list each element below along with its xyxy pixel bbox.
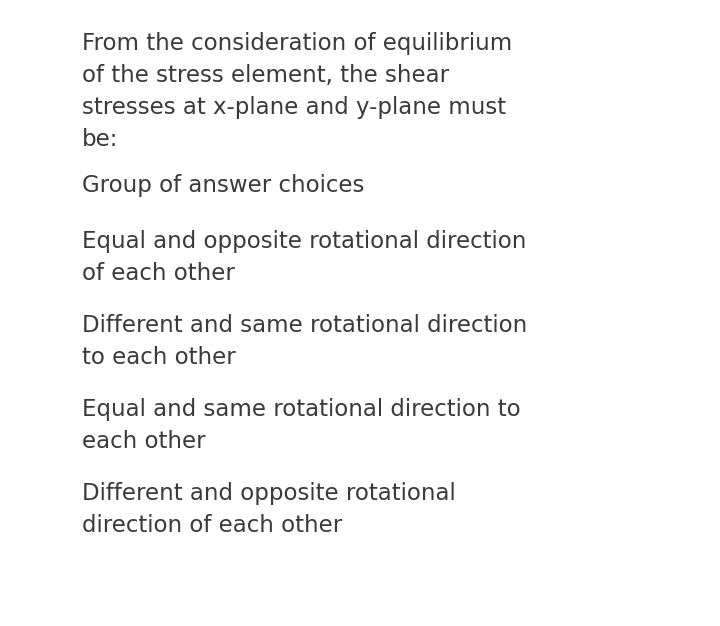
Text: Different and same rotational direction
to each other: Different and same rotational direction … — [82, 314, 527, 369]
Text: From the consideration of equilibrium
of the stress element, the shear
stresses : From the consideration of equilibrium of… — [82, 32, 512, 151]
Text: Equal and same rotational direction to
each other: Equal and same rotational direction to e… — [82, 398, 521, 453]
Text: Equal and opposite rotational direction
of each other: Equal and opposite rotational direction … — [82, 230, 526, 285]
Text: Different and opposite rotational
direction of each other: Different and opposite rotational direct… — [82, 482, 456, 537]
Text: Group of answer choices: Group of answer choices — [82, 174, 364, 197]
